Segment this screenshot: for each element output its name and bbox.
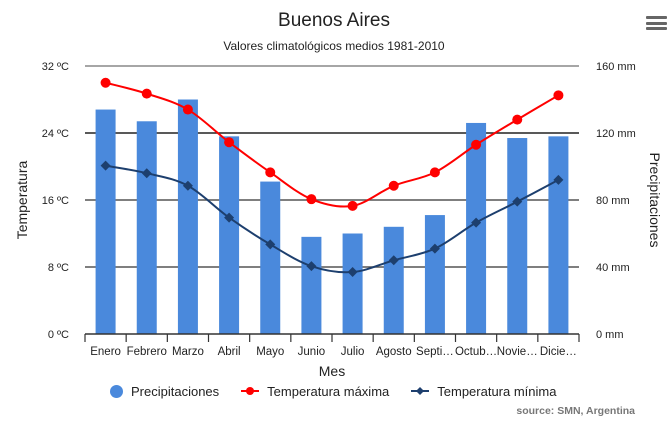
- point-temperatura-maxima: [141, 88, 152, 99]
- point-temperatura-maxima: [100, 77, 111, 88]
- line-series: [100, 77, 564, 278]
- point-temperatura-minima: [553, 174, 564, 185]
- bar: [136, 121, 157, 335]
- point-temperatura-minima: [224, 212, 235, 223]
- y-right-tick-label: 40 mm: [596, 262, 630, 274]
- circle-icon: [110, 384, 123, 398]
- legend-item-temp-min[interactable]: Temperatura mínima: [411, 384, 556, 399]
- hamburger-menu-icon-bar: [646, 21, 667, 25]
- point-temperatura-minima: [512, 196, 523, 207]
- x-tick-label: Febrero: [127, 346, 167, 358]
- x-tick-label: Dicie…: [540, 346, 577, 358]
- source-credit: source: SMN, Argentina: [516, 405, 635, 417]
- x-tick-label: Junio: [298, 346, 326, 358]
- point-temperatura-minima: [388, 255, 399, 266]
- point-temperatura-minima: [182, 180, 193, 191]
- y-right-tick-label: 80 mm: [596, 195, 630, 207]
- bar-series-precipitaciones: [95, 99, 569, 335]
- y-left-tick-label: 32 ºC: [42, 61, 69, 73]
- bar: [177, 99, 198, 334]
- point-temperatura-minima: [100, 160, 111, 171]
- bar: [424, 215, 445, 334]
- point-temperatura-maxima: [388, 180, 399, 191]
- y-axis-right-title: Precipitaciones: [647, 153, 663, 248]
- bar: [260, 181, 281, 334]
- point-temperatura-maxima: [182, 104, 193, 115]
- line-temperatura-maxima: [105, 81, 559, 208]
- point-temperatura-minima: [347, 267, 358, 278]
- point-temperatura-minima: [306, 261, 317, 272]
- point-temperatura-minima: [471, 217, 482, 228]
- legend-item-temp-max[interactable]: Temperatura máxima: [241, 384, 389, 399]
- y-right-tick-label: 160 mm: [596, 61, 636, 73]
- y-right-tick-label: 0 mm: [596, 329, 624, 341]
- y-axis-left-title: Temperatura: [14, 160, 30, 239]
- hamburger-menu-icon-bar: [646, 27, 667, 30]
- point-temperatura-maxima: [347, 200, 358, 211]
- x-tick-label: Septi…: [416, 346, 454, 358]
- bar: [548, 136, 569, 334]
- point-temperatura-maxima: [512, 114, 523, 125]
- point-temperatura-maxima: [306, 194, 317, 205]
- line-diamond-marker-icon: [411, 387, 430, 395]
- y-left-tick-label: 24 ºC: [42, 128, 69, 140]
- gridlines: [85, 65, 579, 268]
- x-tick-label: Novie…: [497, 346, 538, 358]
- x-tick-label: Enero: [90, 346, 121, 358]
- point-temperatura-minima: [141, 168, 152, 179]
- bar: [466, 122, 487, 334]
- chart-title: Buenos Aires: [278, 10, 390, 31]
- legend-label: Precipitaciones: [131, 383, 220, 399]
- point-temperatura-maxima: [429, 167, 440, 178]
- bar: [301, 236, 322, 334]
- chart-menu-button[interactable]: [646, 16, 667, 32]
- x-tick-label: Agosto: [376, 346, 412, 358]
- legend-label: Temperatura máxima: [267, 383, 390, 399]
- point-temperatura-minima: [429, 243, 440, 254]
- x-tick-label: Octub…: [455, 346, 497, 358]
- line-circle-marker-icon: [241, 387, 260, 395]
- bar: [507, 138, 528, 334]
- point-temperatura-maxima: [553, 90, 564, 101]
- y-right-tick-label: 120 mm: [596, 128, 636, 140]
- legend-item-precipitaciones[interactable]: Precipitaciones: [110, 384, 219, 399]
- bar: [383, 226, 404, 334]
- point-temperatura-maxima: [224, 137, 235, 148]
- legend-label: Temperatura mínima: [437, 383, 557, 399]
- legend: Precipitaciones Temperatura máxima Tempe…: [110, 382, 578, 400]
- point-temperatura-minima: [265, 239, 276, 250]
- y-left-tick-label: 8 ºC: [48, 262, 69, 274]
- x-tick-label: Abril: [218, 346, 241, 358]
- chart-subtitle: Valores climatológicos medios 1981-2010: [223, 39, 445, 53]
- y-left-tick-label: 16 ºC: [42, 195, 69, 207]
- point-temperatura-maxima: [265, 167, 276, 178]
- y-left-tick-label: 0 ºC: [48, 329, 69, 341]
- hamburger-menu-icon: [646, 16, 667, 19]
- x-axis-title: Mes: [319, 363, 345, 379]
- x-tick-label: Mayo: [256, 346, 284, 358]
- axes: 0 ºC 8 ºC 16 ºC 24 ºC 32 ºC 0 mm 40 mm 80 mm 120…: [42, 61, 636, 358]
- point-temperatura-maxima: [471, 139, 482, 150]
- x-tick-label: Julio: [341, 346, 365, 358]
- bar: [342, 233, 363, 334]
- line-temperatura-minima: [105, 164, 559, 274]
- bar: [95, 109, 116, 334]
- bar: [219, 136, 240, 334]
- x-tick-label: Marzo: [172, 346, 204, 358]
